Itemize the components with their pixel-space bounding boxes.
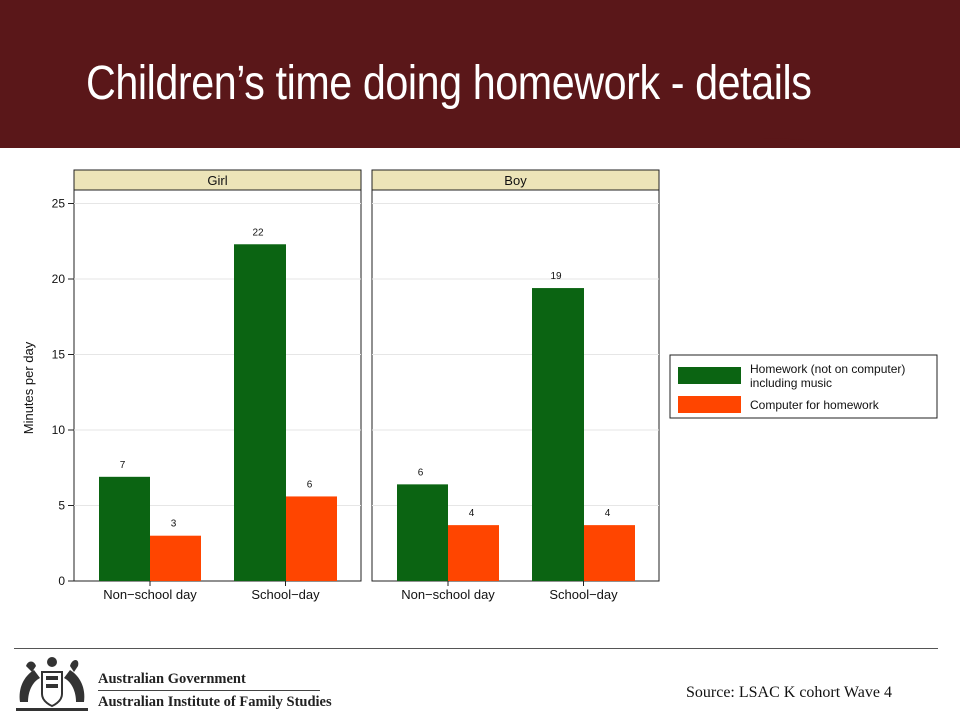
x-tick-label: Non−school day (103, 587, 197, 602)
y-tick-label: 10 (52, 423, 66, 437)
title-banner (0, 0, 960, 148)
bar (150, 535, 201, 581)
panel-title: Boy (504, 173, 527, 188)
data-label: 7 (120, 460, 126, 471)
org-name-line2: Australian Institute of Family Studies (98, 694, 332, 710)
y-tick-label: 25 (52, 197, 66, 211)
legend-label: Computer for homework (750, 398, 880, 412)
org-divider (98, 690, 320, 691)
x-tick-label: School−day (251, 587, 320, 602)
bar (286, 496, 337, 581)
y-tick-label: 0 (58, 574, 65, 588)
bar (448, 525, 499, 581)
coat-of-arms-icon (16, 657, 88, 711)
bar-chart: Minutes per day 0 5 10 15 20 25 Girl 7 3 Non−schoo… (21, 169, 938, 602)
data-label: 3 (171, 519, 177, 530)
data-label: 19 (550, 271, 562, 282)
y-axis-title: Minutes per day (21, 341, 36, 434)
bar (532, 288, 584, 581)
legend-swatch (678, 396, 741, 413)
panel-header (371, 169, 660, 191)
legend-swatch (678, 367, 741, 384)
org-name-line1: Australian Government (98, 671, 246, 687)
bar (234, 244, 286, 581)
data-label: 22 (252, 227, 264, 238)
legend-label: including music (750, 376, 832, 390)
bar (584, 525, 635, 581)
data-label: 6 (418, 467, 424, 478)
data-label: 4 (605, 508, 611, 519)
panel-header (73, 169, 362, 191)
bar (99, 476, 150, 581)
banner-curve (0, 138, 960, 148)
footer-divider (14, 648, 938, 649)
y-tick-label: 15 (52, 348, 66, 362)
source-note: Source: LSAC K cohort Wave 4 (686, 684, 892, 701)
data-label: 6 (307, 479, 313, 490)
x-tick-label: Non−school day (401, 587, 495, 602)
bar (397, 484, 448, 581)
legend-label: Homework (not on computer) (750, 362, 905, 376)
x-tick-label: School−day (549, 587, 618, 602)
data-label: 4 (469, 508, 475, 519)
panel-title: Girl (207, 173, 227, 188)
y-tick-label: 20 (52, 272, 66, 286)
slide-title: Children’s time doing homework - details (86, 57, 812, 110)
y-tick-label: 5 (58, 499, 65, 513)
